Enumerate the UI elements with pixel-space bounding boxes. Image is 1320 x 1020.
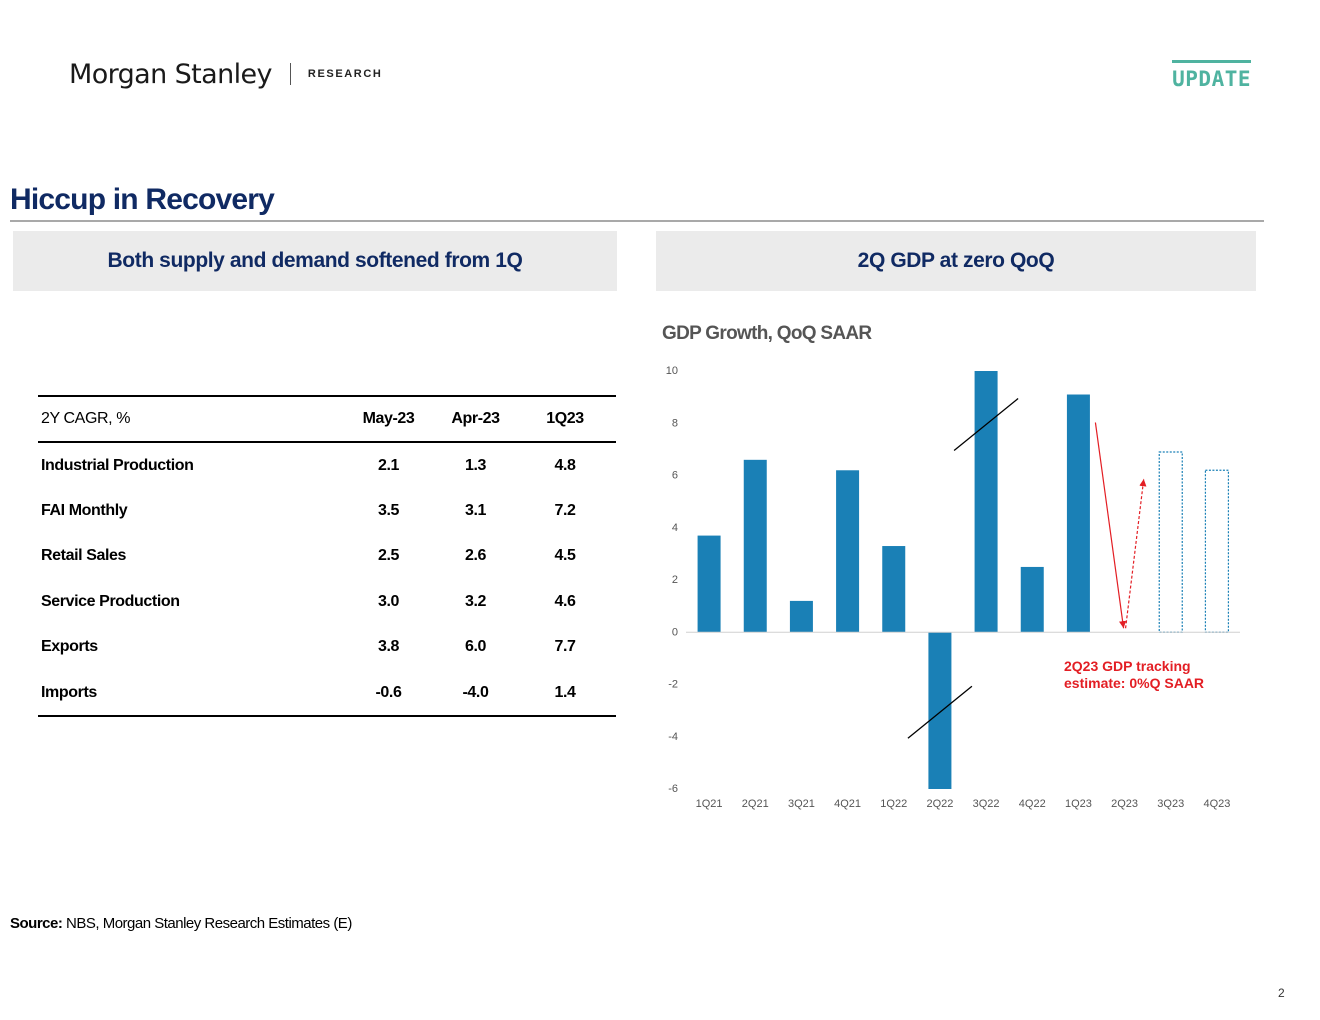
x-tick-label: 4Q22 [1019,798,1046,810]
y-tick-label: 4 [672,522,678,534]
y-tick-label: -2 [668,679,678,691]
table-cell: -0.6 [340,669,437,718]
column-header: 1Q23 [514,395,616,443]
table-cell: 6.0 [464,638,487,656]
table-row: Exports 3.8 6.0 7.7 [38,625,616,670]
x-tick-label: 4Q23 [1203,798,1230,810]
table-cell: 4.5 [554,547,576,565]
annotation-text: 2Q23 GDP tracking [1064,658,1191,674]
table-row: Retail Sales 2.5 2.6 4.5 [38,534,616,579]
row-label: FAI Monthly [41,502,128,520]
table-cell: 7.7 [554,638,576,656]
right-panel-heading: 2Q GDP at zero QoQ [656,231,1256,291]
axis-break-mark [907,685,973,739]
x-tick-label: 2Q22 [926,798,953,810]
table-row: Industrial Production 2.1 1.3 4.8 [38,442,616,488]
table-cell: 3.2 [464,592,487,610]
bar [697,535,721,633]
y-tick-label: -4 [668,731,678,743]
brand-logo: Morgan Stanley RESEARCH [69,56,382,92]
table-cell: 2.1 [377,456,400,474]
table-cell: 3.0 [377,592,400,610]
bar [974,371,998,633]
row-label: Service Production [41,592,180,610]
source-text: NBS, Morgan Stanley Research Estimates (… [62,915,352,932]
table-cell: 1.3 [464,456,487,474]
table-cell: 4.6 [554,592,576,610]
update-tag: UPDATE [1172,60,1251,91]
x-tick-label: 4Q21 [834,798,861,810]
row-label: Retail Sales [41,547,127,565]
decline-arrow [1094,422,1127,629]
rebound-arrow [1124,478,1147,629]
brand-name: Morgan Stanley [69,58,273,90]
y-tick-label: 8 [672,417,678,429]
source-note: Source: NBS, Morgan Stanley Research Est… [10,915,352,932]
table-row: Service Production 3.0 3.2 4.6 [38,579,616,624]
estimate-bar [1158,451,1183,633]
y-tick-label: 10 [666,365,678,377]
table-cell: 3.8 [377,638,400,656]
row-label: Exports [41,638,98,656]
y-tick-label: 0 [672,626,678,638]
table-cell: 2.5 [377,547,400,565]
page-number: 2 [1278,986,1285,1000]
table-row: Imports -0.6 -4.0 1.4 [38,669,616,718]
bar [928,632,952,789]
x-tick-label: 3Q23 [1157,798,1184,810]
x-tick-label: 2Q21 [742,798,769,810]
column-header: May-23 [340,395,437,443]
table-cell: 1.4 [514,669,616,718]
bar [743,459,767,633]
title-divider [10,220,1264,222]
estimate-bar [1204,469,1230,633]
row-label: Imports [38,669,340,718]
bar [1020,566,1044,633]
brand-divider [289,63,291,85]
x-tick-label: 3Q22 [973,798,1000,810]
table-cell: 4.8 [554,456,576,474]
table-cell: 3.1 [464,502,487,520]
column-header: 2Y CAGR, % [38,395,340,443]
x-tick-label: 3Q21 [788,798,815,810]
left-panel-heading: Both supply and demand softened from 1Q [13,231,617,291]
column-header: Apr-23 [437,395,514,443]
row-label: Industrial Production [41,456,194,474]
table-cell: 3.5 [377,502,400,520]
y-tick-label: -6 [668,783,678,795]
table-cell: 2.6 [464,547,487,565]
table-cell: -4.0 [437,669,514,718]
page-title: Hiccup in Recovery [10,183,275,216]
brand-subtitle: RESEARCH [307,68,383,80]
cagr-table: 2Y CAGR, % May-23 Apr-23 1Q23 Industrial… [38,395,616,718]
x-tick-label: 1Q21 [696,798,723,810]
x-tick-label: 2Q23 [1111,798,1138,810]
chart-title: GDP Growth, QoQ SAAR [662,323,872,344]
bar [836,470,860,633]
x-tick-label: 1Q22 [880,798,907,810]
table-row: FAI Monthly 3.5 3.1 7.2 [38,488,616,533]
bar [1066,394,1090,633]
x-tick-label: 1Q23 [1065,798,1092,810]
y-tick-label: 2 [672,574,678,586]
axis-break-mark [953,398,1019,452]
bar [789,600,813,633]
table-cell: 7.2 [554,502,576,520]
bar [882,546,906,633]
y-tick-label: 6 [672,470,678,482]
source-label: Source: [10,915,63,932]
table-header-row: 2Y CAGR, % May-23 Apr-23 1Q23 [38,395,616,443]
annotation-text: estimate: 0%Q SAAR [1064,675,1204,691]
